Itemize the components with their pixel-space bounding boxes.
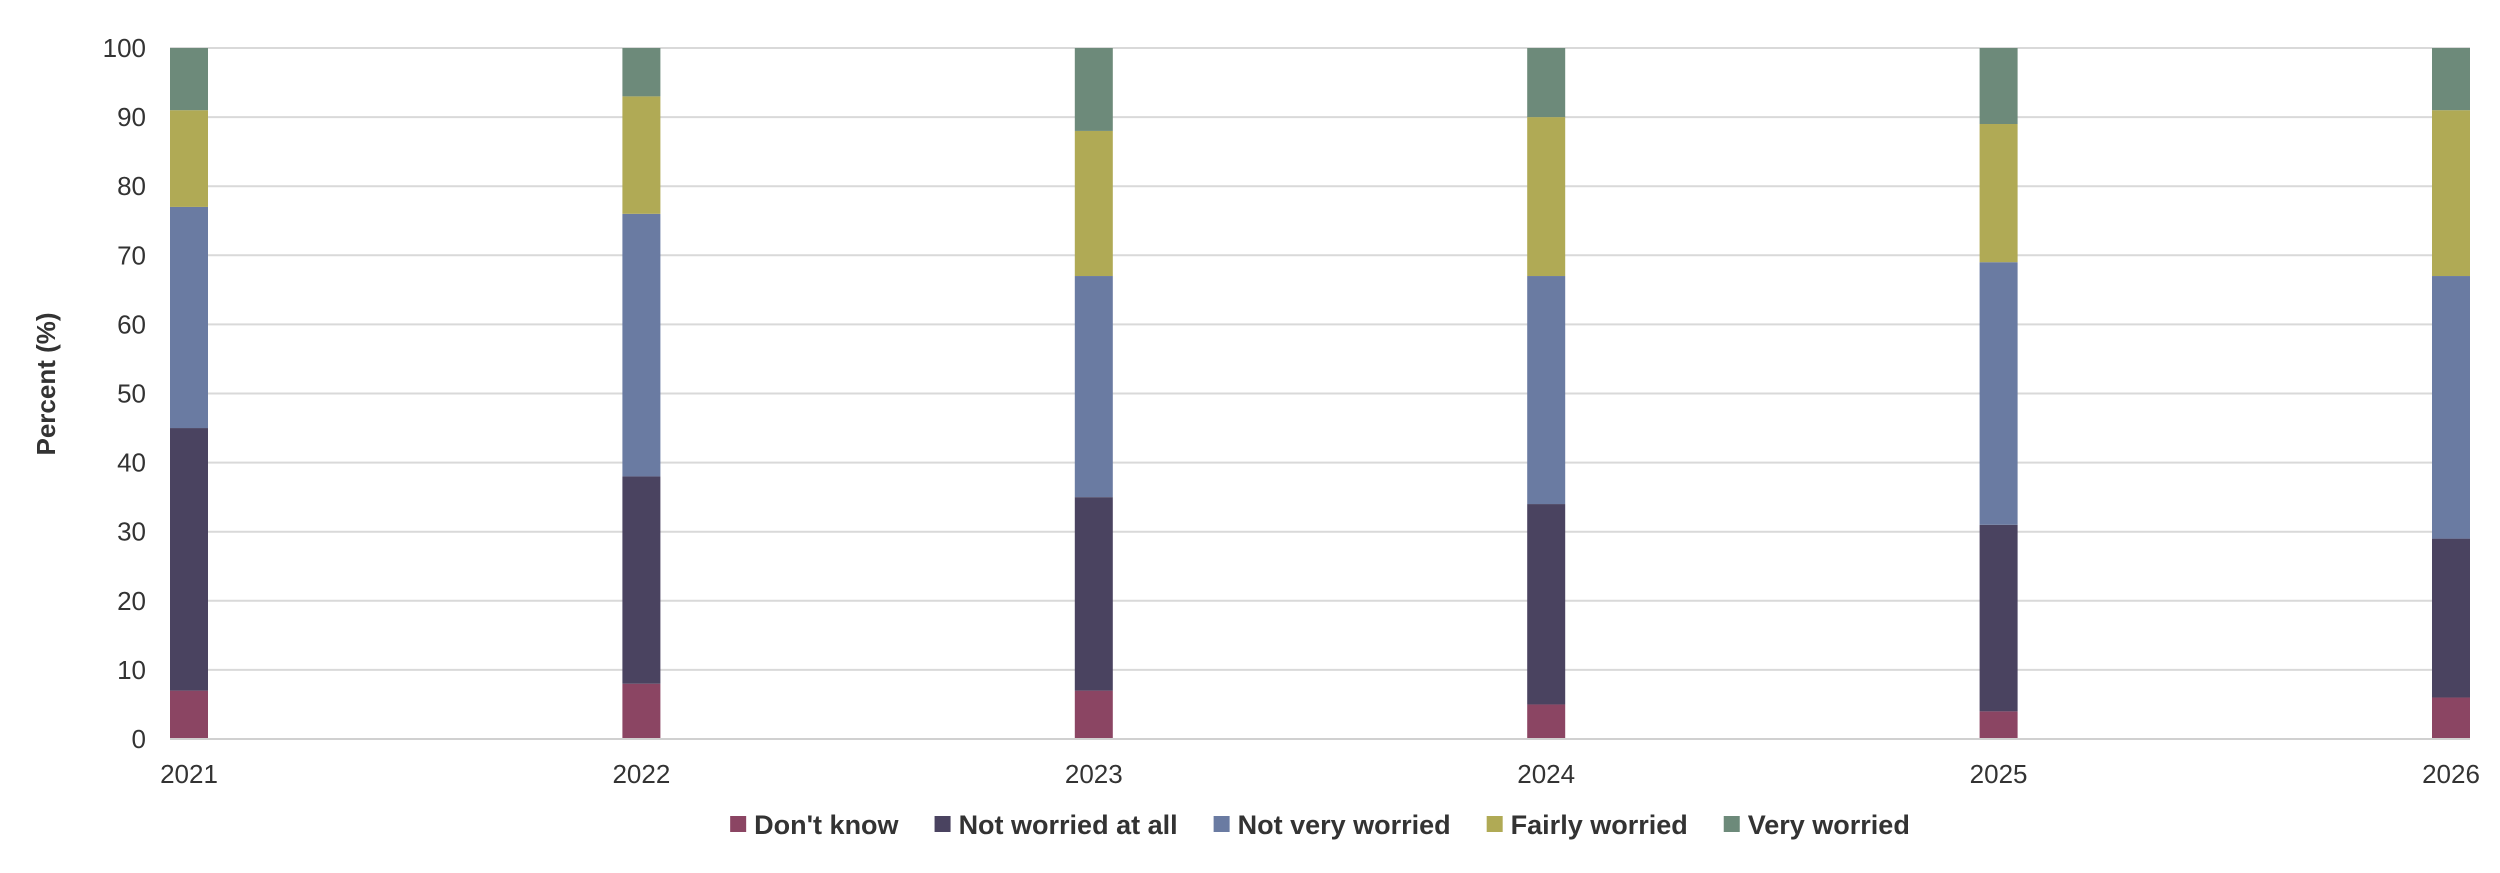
- legend-label: Not very worried: [1238, 810, 1451, 840]
- bar-segment: [2432, 48, 2470, 111]
- bar-segment: [170, 110, 208, 207]
- y-axis-label: Percent (%): [31, 312, 61, 455]
- y-tick-label: 100: [103, 33, 146, 63]
- legend-swatch: [934, 816, 951, 832]
- bar-segment: [170, 428, 208, 691]
- bar-segment: [1979, 124, 2018, 263]
- bar-segment: [1074, 497, 1113, 691]
- bar-segment: [1979, 524, 2018, 712]
- legend-item: Not worried at all: [934, 810, 1178, 840]
- x-tick-label: 2026: [2422, 759, 2480, 789]
- bar-segment: [1979, 711, 2018, 739]
- bar-segment: [1074, 130, 1113, 277]
- bar-segment: [1527, 117, 1566, 277]
- legend-item: Not very worried: [1213, 810, 1451, 840]
- bar-segment: [1527, 276, 1566, 505]
- bar-segment: [1527, 704, 1566, 739]
- y-tick-label: 70: [117, 240, 146, 270]
- legend-swatch: [1486, 816, 1503, 832]
- legend-swatch: [1723, 816, 1740, 832]
- bar-segment: [622, 96, 661, 214]
- gridlines: [170, 47, 2470, 740]
- x-tick-label: 2023: [1065, 759, 1123, 789]
- bar-segment: [622, 683, 661, 739]
- y-tick-label: 60: [117, 309, 146, 339]
- y-tick-label: 40: [117, 448, 146, 478]
- bar-segment: [1979, 262, 2018, 525]
- bar-segment: [1527, 48, 1566, 118]
- legend-swatch: [1213, 816, 1230, 832]
- bar-segment: [170, 48, 208, 111]
- legend-label: Not worried at all: [959, 810, 1178, 840]
- legend-label: Very worried: [1748, 810, 1910, 840]
- y-tick-labels: 0 10 20 30 40 50 60 70 80 90 100: [103, 33, 146, 754]
- x-tick-label: 2022: [612, 759, 670, 789]
- y-tick-label: 50: [117, 379, 146, 409]
- bar-segment: [1074, 690, 1113, 739]
- bar-segment: [1527, 504, 1566, 705]
- legend-swatch: [730, 816, 747, 832]
- bar-segment: [1074, 48, 1113, 131]
- bars: [170, 48, 2470, 739]
- bar-segment: [1074, 276, 1113, 498]
- y-tick-label: 10: [117, 655, 146, 685]
- bar-segment: [622, 48, 661, 97]
- y-tick-label: 90: [117, 102, 146, 132]
- x-tick-label: 2024: [1517, 759, 1575, 789]
- x-tick-label: 2025: [1970, 759, 2028, 789]
- bar-segment: [2432, 276, 2470, 539]
- legend-label: Don't know: [754, 810, 899, 840]
- y-tick-label: 30: [117, 517, 146, 547]
- bar-segment: [2432, 697, 2470, 739]
- y-tick-label: 80: [117, 171, 146, 201]
- bar-segment: [622, 213, 661, 477]
- legend: Don't know Not worried at all Not very wor…: [730, 810, 1910, 840]
- bar-segment: [1979, 48, 2018, 125]
- bar-segment: [2432, 538, 2470, 698]
- x-tick-labels: 2021 2022 2023 2024 2025 2026: [160, 759, 2480, 789]
- y-tick-label: 0: [132, 724, 146, 754]
- bar-segment: [170, 690, 208, 739]
- x-tick-label: 2021: [160, 759, 218, 789]
- legend-item: Fairly worried: [1486, 810, 1688, 840]
- legend-item: Don't know: [730, 810, 900, 840]
- bar-segment: [170, 206, 208, 429]
- legend-item: Very worried: [1723, 810, 1910, 840]
- y-tick-label: 20: [117, 586, 146, 616]
- legend-label: Fairly worried: [1511, 810, 1688, 840]
- bar-segment: [622, 476, 661, 684]
- bar-segment: [2432, 110, 2470, 277]
